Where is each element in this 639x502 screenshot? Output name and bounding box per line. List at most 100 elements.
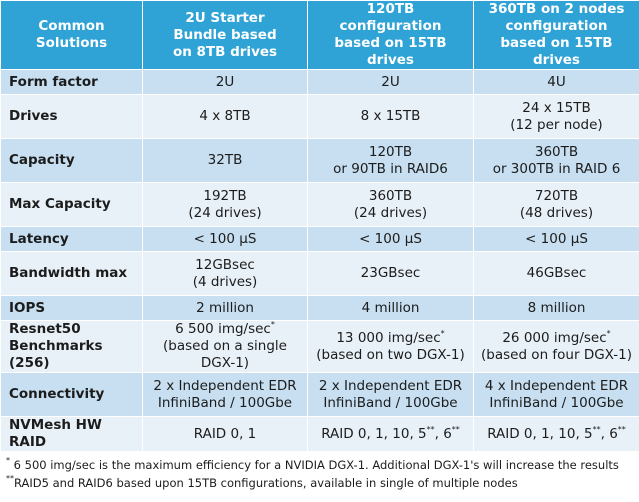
header-360tb: 360TB on 2 nodes configuration based on … xyxy=(473,0,639,70)
cell-connectivity-1-line1: 2 x Independent EDR xyxy=(153,377,297,394)
row-label-resnet: Resnet50 Benchmarks (256) xyxy=(0,320,143,373)
row-label-iops: IOPS xyxy=(0,295,143,321)
cell-form-factor-1: 2U xyxy=(142,69,308,95)
table-row: Max Capacity 192TB (24 drives) 360TB (24 d… xyxy=(0,182,639,227)
row-label-bandwidth: Bandwidth max xyxy=(0,251,143,296)
cell-capacity-1: 32TB xyxy=(142,138,308,183)
footnote-2: **RAID5 and RAID6 based upon 15TB config… xyxy=(6,475,518,491)
cell-capacity-3: 360TB or 300TB in RAID 6 xyxy=(473,138,639,183)
cell-bandwidth-1: 12GBsec (4 drives) xyxy=(142,251,308,296)
cell-capacity-3-line1: 360TB xyxy=(534,143,579,160)
row-label-drives: Drives xyxy=(0,94,143,139)
table-row: NVMesh HW RAID RAID 0, 1 RAID 0, 1, 10, … xyxy=(0,416,639,452)
row-label-max-capacity: Max Capacity xyxy=(0,182,143,227)
cell-bandwidth-3: 46GBsec xyxy=(473,251,639,296)
footnote-marker: ** xyxy=(592,424,601,434)
cell-max-capacity-3-line1: 720TB xyxy=(534,187,579,204)
cell-resnet-2-line1: 13 000 img/sec xyxy=(336,329,441,346)
cell-connectivity-1: 2 x Independent EDR InfiniBand / 100Gbe xyxy=(142,372,308,417)
cell-drives-3-line1: 24 x 15TB xyxy=(522,99,591,116)
cell-max-capacity-2-line1: 360TB xyxy=(368,187,413,204)
cell-connectivity-3-line1: 4 x Independent EDR xyxy=(484,377,629,394)
footnote-marker: ** xyxy=(617,424,626,434)
cell-latency-1: < 100 µS xyxy=(142,226,308,252)
cell-max-capacity-3: 720TB (48 drives) xyxy=(473,182,639,227)
cell-resnet-1-line2: (based on a single DGX-1) xyxy=(163,338,287,371)
cell-iops-1: 2 million xyxy=(142,295,308,321)
cell-max-capacity-1: 192TB (24 drives) xyxy=(142,182,308,227)
cell-connectivity-2: 2 x Independent EDR InfiniBand / 100Gbe xyxy=(307,372,474,417)
row-label-connectivity: Connectivity xyxy=(0,372,143,417)
cell-connectivity-2-line1: 2 x Independent EDR xyxy=(318,377,463,394)
cell-raid-3: RAID 0, 1, 10, 5**, 6** xyxy=(473,416,639,452)
footnote-1-marker: * xyxy=(6,456,10,465)
footnote-marker: * xyxy=(440,328,445,338)
cell-connectivity-3-line2: InfiniBand / 100Gbe xyxy=(489,394,624,411)
cell-latency-3: < 100 µS xyxy=(473,226,639,252)
footnote-2-text: RAID5 and RAID6 based upon 15TB configur… xyxy=(14,476,518,490)
comparison-table: Common Solutions 2U Starter Bundle based… xyxy=(0,0,639,452)
row-label-capacity: Capacity xyxy=(0,138,143,183)
header-common-solutions: Common Solutions xyxy=(0,0,143,70)
cell-connectivity-3: 4 x Independent EDR InfiniBand / 100Gbe xyxy=(473,372,639,417)
cell-bandwidth-1-line1: 12GBsec xyxy=(195,256,255,273)
cell-max-capacity-1-line2: (24 drives) xyxy=(188,204,262,221)
cell-resnet-1-line1: 6 500 img/sec xyxy=(175,321,271,337)
cell-raid-3-text-mid: , 6 xyxy=(600,425,618,442)
cell-max-capacity-3-line2: (48 drives) xyxy=(519,204,594,221)
footnote-marker: * xyxy=(606,328,611,338)
cell-raid-2: RAID 0, 1, 10, 5**, 6** xyxy=(307,416,474,452)
cell-capacity-2: 120TB or 90TB in RAID6 xyxy=(307,138,474,183)
cell-drives-3: 24 x 15TB (12 per node) xyxy=(473,94,639,139)
table-row: Resnet50 Benchmarks (256) 6 500 img/sec*(… xyxy=(0,320,639,373)
table-row: Latency < 100 µS < 100 µS < 100 µS xyxy=(0,226,639,252)
row-label-resnet-line2: Benchmarks (256) xyxy=(9,338,103,371)
cell-latency-2: < 100 µS xyxy=(307,226,474,252)
footnote-1: * 6 500 img/sec is the maximum efficienc… xyxy=(6,456,619,473)
cell-capacity-2-line1: 120TB xyxy=(368,143,413,160)
cell-max-capacity-2: 360TB (24 drives) xyxy=(307,182,474,227)
cell-capacity-2-line2: or 90TB in RAID6 xyxy=(333,160,448,177)
footnote-marker: * xyxy=(270,320,275,329)
table-row: Form factor 2U 2U 4U xyxy=(0,69,639,95)
cell-connectivity-2-line2: InfiniBand / 100Gbe xyxy=(323,394,458,411)
footnote-1-text: 6 500 img/sec is the maximum efficiency … xyxy=(10,458,619,472)
cell-resnet-3-line1: 26 000 img/sec xyxy=(502,329,607,346)
cell-resnet-2-line2: (based on two DGX-1) xyxy=(316,346,465,363)
cell-iops-3: 8 million xyxy=(473,295,639,321)
cell-raid-2-text: RAID 0, 1, 10, 5 xyxy=(321,425,427,442)
cell-drives-1: 4 x 8TB xyxy=(142,94,308,139)
row-label-latency: Latency xyxy=(0,226,143,252)
cell-raid-2-text-mid: , 6 xyxy=(434,425,452,442)
row-label-raid: NVMesh HW RAID xyxy=(0,416,143,452)
row-label-form-factor: Form factor xyxy=(0,69,143,95)
header-row: Common Solutions 2U Starter Bundle based… xyxy=(0,0,639,70)
footnote-marker: ** xyxy=(451,424,460,434)
cell-max-capacity-2-line2: (24 drives) xyxy=(353,204,428,221)
footnote-marker: ** xyxy=(426,424,435,434)
cell-resnet-1: 6 500 img/sec* (based on a single DGX-1) xyxy=(142,320,308,373)
cell-capacity-3-line2: or 300TB in RAID 6 xyxy=(492,160,621,177)
header-120tb: 120TB configuration based on 15TB drives xyxy=(307,0,474,70)
cell-form-factor-2: 2U xyxy=(307,69,474,95)
cell-bandwidth-1-line2: (4 drives) xyxy=(192,273,258,290)
table-row: Drives 4 x 8TB 8 x 15TB 24 x 15TB (12 per… xyxy=(0,94,639,139)
cell-drives-3-line2: (12 per node) xyxy=(510,116,603,133)
cell-max-capacity-1-line1: 192TB xyxy=(203,187,247,204)
cell-drives-2: 8 x 15TB xyxy=(307,94,474,139)
table-row: Capacity 32TB 120TB or 90TB in RAID6 360T… xyxy=(0,138,639,183)
cell-form-factor-3: 4U xyxy=(473,69,639,95)
cell-resnet-3: 26 000 img/sec* (based on four DGX-1) xyxy=(473,320,639,373)
table-row: Connectivity 2 x Independent EDR InfiniBa… xyxy=(0,372,639,417)
cell-raid-1: RAID 0, 1 xyxy=(142,416,308,452)
table-row: Bandwidth max 12GBsec (4 drives) 23GBsec … xyxy=(0,251,639,296)
cell-connectivity-1-line2: InfiniBand / 100Gbe xyxy=(157,394,293,411)
cell-resnet-2: 13 000 img/sec* (based on two DGX-1) xyxy=(307,320,474,373)
cell-raid-3-text: RAID 0, 1, 10, 5 xyxy=(487,425,593,442)
cell-resnet-3-line2: (based on four DGX-1) xyxy=(481,346,632,363)
header-2u-starter: 2U Starter Bundle based on 8TB drives xyxy=(142,0,308,70)
cell-iops-2: 4 million xyxy=(307,295,474,321)
table-row: IOPS 2 million 4 million 8 million xyxy=(0,295,639,321)
cell-bandwidth-2: 23GBsec xyxy=(307,251,474,296)
row-label-resnet-line1: Resnet50 xyxy=(9,321,81,337)
